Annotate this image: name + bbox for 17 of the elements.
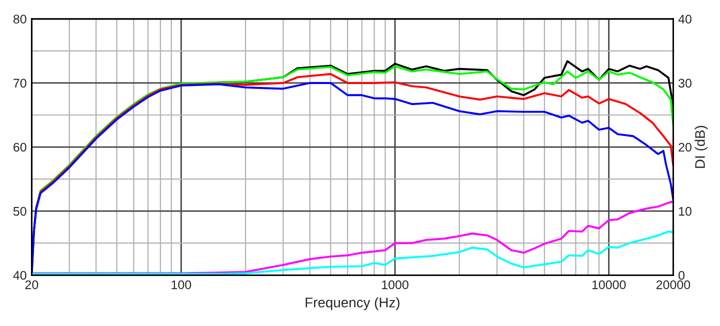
y2-tick-label: 30 [678, 78, 692, 88]
y2-axis-title: DI (dB) [694, 126, 708, 168]
y2-tick-label: 20 [678, 142, 692, 152]
y2-tick-label: 0 [678, 270, 685, 280]
y-tick-label: 70 [14, 78, 26, 88]
y-tick-label: 50 [13, 206, 26, 216]
x-tick-label: 100 [172, 280, 192, 290]
y2-tick-label: 10 [679, 206, 692, 216]
x-tick-label: 20000 [656, 280, 690, 290]
x-tick-label: 20 [25, 280, 38, 290]
x-tick-label: 10000 [592, 280, 626, 290]
x-tick-label: 1000 [382, 280, 408, 290]
x-axis-title: Frequency (Hz) [306, 297, 400, 310]
y2-tick-label: 40 [678, 14, 692, 24]
y-tick-label: 80 [13, 14, 26, 24]
y-tick-label: 40 [13, 270, 26, 280]
y-tick-label: 60 [14, 142, 26, 152]
